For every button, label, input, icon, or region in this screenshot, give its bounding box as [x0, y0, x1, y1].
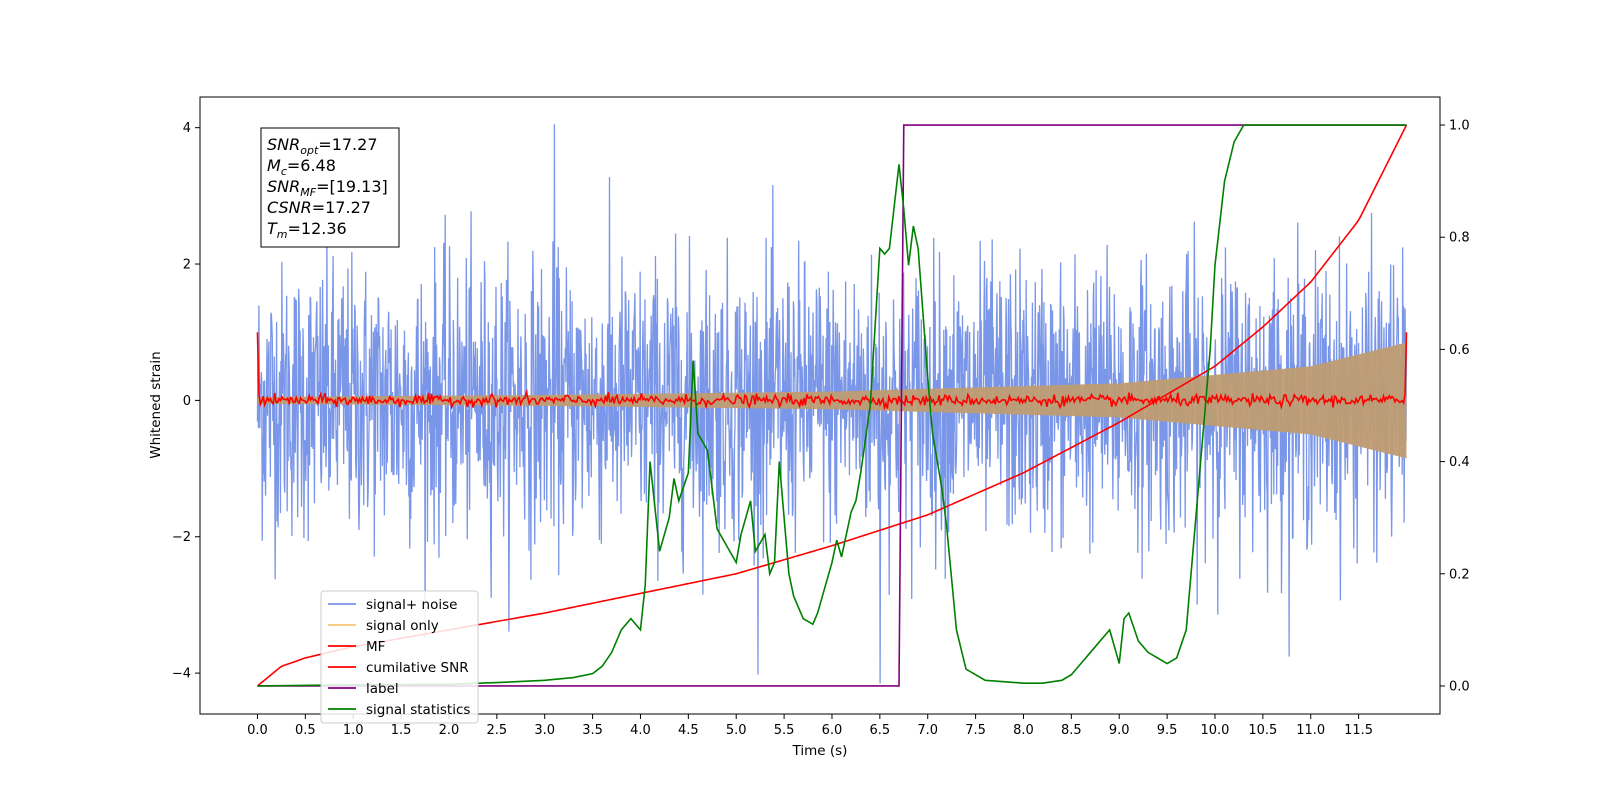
legend: signal+ noise signal only MF cumilative SNR… — [320, 590, 479, 724]
series-label — [257, 124, 1407, 687]
x-tick-label: 3.5 — [582, 723, 603, 738]
y-tick-label: 2 — [183, 258, 191, 273]
x-tick-label: 10.5 — [1248, 723, 1277, 738]
x-tick-label: 5.5 — [774, 723, 795, 738]
x-tick-label: 2.5 — [486, 723, 507, 738]
annotation-frame — [260, 127, 400, 248]
x-tick-label: 4.0 — [630, 723, 651, 738]
legend-entry: label — [366, 681, 399, 697]
x-tick-label: 0.5 — [295, 723, 316, 738]
y-axis-label: Whitened strain — [148, 351, 164, 458]
annotation-line: Tm=12.36 — [267, 219, 347, 241]
x-tick-label: 11.0 — [1296, 723, 1325, 738]
y-tick-label: 0 — [183, 394, 191, 409]
annotation-line: SNRMF=[19.13] — [267, 177, 388, 199]
legend-entry: MF — [366, 639, 385, 655]
legend-frame — [320, 590, 479, 724]
legend-entry: signal+ noise — [366, 597, 457, 613]
annotation-line: CSNR=17.27 — [267, 198, 371, 217]
series-mf — [256, 332, 1408, 411]
y2-tick-label: 0.2 — [1449, 567, 1470, 582]
x-tick-label: 7.5 — [965, 723, 986, 738]
x-tick-label: 0.0 — [247, 723, 268, 738]
y-tick-label: −2 — [172, 530, 191, 545]
x-axis-label: Time (s) — [792, 743, 848, 759]
x-tick-label: 5.0 — [726, 723, 747, 738]
legend-entry: signal statistics — [366, 702, 470, 718]
x-tick-label: 8.5 — [1061, 723, 1082, 738]
x-tick-label: 6.0 — [822, 723, 843, 738]
x-tick-label: 10.0 — [1201, 723, 1230, 738]
plot-frame — [199, 96, 1441, 715]
y-tick-label: −4 — [172, 667, 191, 682]
annotation-line: SNRopt=17.27 — [267, 135, 378, 157]
snr-annotation-box: SNRopt=17.27Mc=6.48SNRMF=[19.13]CSNR=17.… — [260, 127, 400, 248]
y2-tick-label: 0.6 — [1449, 343, 1470, 358]
x-tick-label: 9.0 — [1109, 723, 1130, 738]
x-tick-label: 4.5 — [678, 723, 699, 738]
annotation-line: Mc=6.48 — [267, 156, 336, 178]
y-tick-label: 4 — [183, 121, 191, 136]
x-tick-label: 11.5 — [1344, 723, 1373, 738]
legend-entry: cumilative SNR — [366, 660, 469, 676]
y2-tick-label: 0.0 — [1449, 679, 1470, 694]
y2-tick-label: 0.4 — [1449, 455, 1470, 470]
series-signal-statistics — [257, 124, 1407, 687]
x-tick-label: 2.0 — [439, 723, 460, 738]
x-tick-label: 1.0 — [343, 723, 364, 738]
x-tick-label: 3.0 — [534, 723, 555, 738]
series-signal-only — [257, 342, 1407, 459]
legend-entry: signal only — [366, 618, 439, 634]
x-tick-label: 7.0 — [917, 723, 938, 738]
x-tick-label: 1.5 — [391, 723, 412, 738]
x-tick-label: 6.5 — [870, 723, 891, 738]
x-tick-label: 9.5 — [1157, 723, 1178, 738]
y2-tick-label: 0.8 — [1449, 231, 1470, 246]
x-tick-label: 8.0 — [1013, 723, 1034, 738]
y2-tick-label: 1.0 — [1449, 119, 1470, 134]
